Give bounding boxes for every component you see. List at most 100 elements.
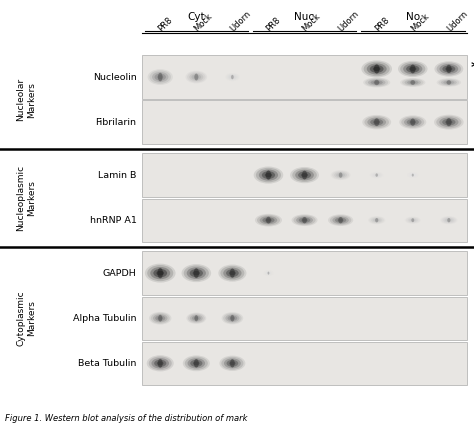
Ellipse shape [149,312,172,324]
Ellipse shape [338,217,343,223]
Ellipse shape [302,170,307,180]
Ellipse shape [230,315,234,322]
Ellipse shape [257,215,280,225]
Ellipse shape [266,272,271,274]
Ellipse shape [260,216,277,224]
Bar [142,153,467,197]
Ellipse shape [412,174,414,177]
Text: Nuc: Nuc [294,12,315,22]
Ellipse shape [411,174,414,176]
Ellipse shape [187,267,206,279]
Ellipse shape [442,65,456,72]
Ellipse shape [447,218,450,222]
Ellipse shape [187,72,206,82]
Ellipse shape [410,119,415,126]
Text: Cytoplasmic
Markers: Cytoplasmic Markers [17,290,36,346]
Ellipse shape [400,62,425,76]
Ellipse shape [374,81,380,84]
Text: Mock: Mock [409,12,430,34]
Ellipse shape [230,269,235,278]
Ellipse shape [365,78,388,87]
Ellipse shape [156,271,164,276]
Ellipse shape [439,64,458,74]
Ellipse shape [157,75,164,79]
Ellipse shape [231,75,234,79]
Ellipse shape [296,216,313,224]
Ellipse shape [255,214,282,226]
Bar [142,198,467,242]
Ellipse shape [331,170,351,180]
Ellipse shape [194,268,199,278]
Ellipse shape [362,115,391,129]
Ellipse shape [407,172,419,178]
Ellipse shape [408,173,418,177]
Ellipse shape [369,217,384,224]
Ellipse shape [145,264,175,283]
Ellipse shape [402,78,423,86]
Ellipse shape [446,82,452,84]
Ellipse shape [437,62,461,75]
Ellipse shape [290,167,319,183]
Ellipse shape [265,271,272,275]
Ellipse shape [194,317,199,320]
Ellipse shape [220,266,245,280]
Ellipse shape [332,171,349,179]
Ellipse shape [371,218,383,223]
Ellipse shape [374,64,380,74]
Ellipse shape [223,268,242,279]
Ellipse shape [410,80,415,85]
Ellipse shape [292,168,317,182]
Ellipse shape [221,357,244,370]
Text: Nucleolin: Nucleolin [93,72,137,82]
Ellipse shape [219,265,246,282]
Ellipse shape [405,79,421,85]
Ellipse shape [373,120,380,124]
Ellipse shape [410,120,416,124]
Ellipse shape [299,218,310,223]
Ellipse shape [254,167,283,184]
Ellipse shape [336,173,345,177]
Ellipse shape [192,271,200,276]
Text: PR8: PR8 [373,16,391,34]
Ellipse shape [192,316,201,321]
Ellipse shape [155,74,166,81]
Ellipse shape [443,81,455,85]
Ellipse shape [262,171,275,179]
Ellipse shape [410,174,415,176]
Ellipse shape [375,174,378,177]
Ellipse shape [266,217,271,224]
Text: PR8: PR8 [156,16,174,34]
Text: No: No [406,12,420,22]
Ellipse shape [158,315,162,322]
Ellipse shape [157,268,163,278]
Ellipse shape [443,218,455,223]
Text: Alpha Tubulin: Alpha Tubulin [73,314,137,323]
Ellipse shape [375,174,378,176]
Text: Mock: Mock [192,12,214,34]
Ellipse shape [445,67,453,71]
Ellipse shape [408,218,418,222]
Ellipse shape [266,170,271,180]
Ellipse shape [226,74,238,81]
Ellipse shape [259,170,278,181]
Ellipse shape [230,76,234,78]
Ellipse shape [228,75,237,80]
Ellipse shape [225,73,240,81]
Ellipse shape [409,174,417,177]
Ellipse shape [440,216,457,224]
Ellipse shape [295,170,314,181]
Text: GAPDH: GAPDH [103,269,137,278]
Ellipse shape [152,358,169,368]
Ellipse shape [363,78,390,88]
Ellipse shape [301,173,308,177]
Ellipse shape [339,172,342,178]
Text: Mock: Mock [301,12,322,34]
Ellipse shape [230,317,235,320]
Text: Udorn: Udorn [337,9,361,34]
Ellipse shape [182,264,211,282]
Ellipse shape [183,355,210,371]
Text: Lamin B: Lamin B [98,170,137,180]
Ellipse shape [374,80,379,85]
Ellipse shape [228,316,237,321]
Ellipse shape [184,266,209,281]
